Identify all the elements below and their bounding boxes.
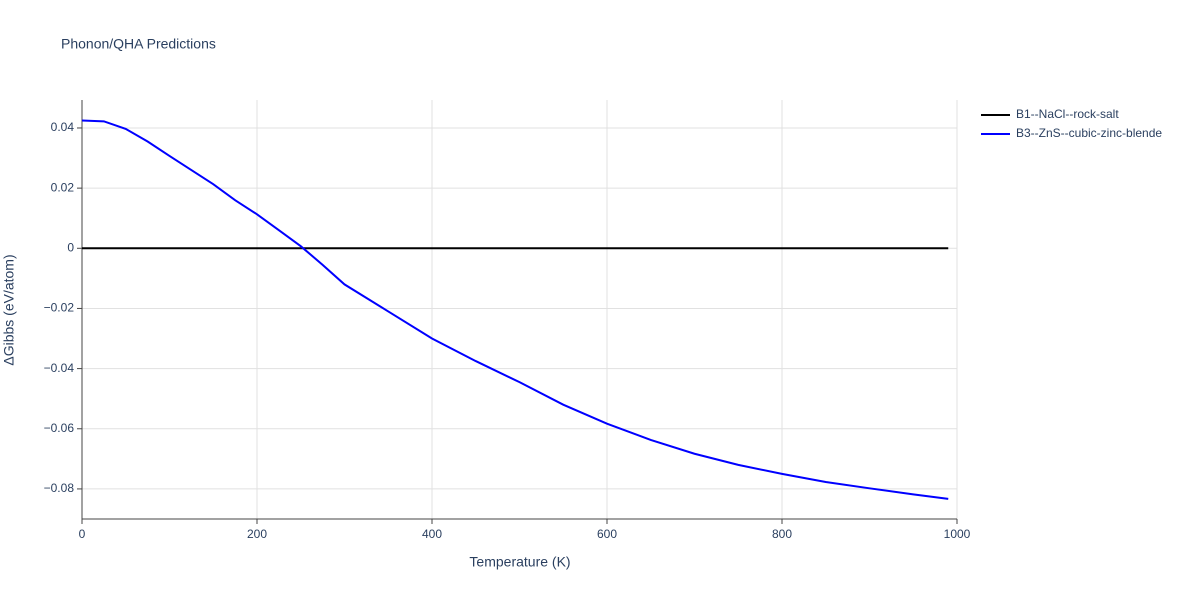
x-tick-label: 1000 [944,527,971,541]
y-tick-label: 0 [67,240,74,254]
chart-title: Phonon/QHA Predictions [61,36,216,52]
legend-label: B3--ZnS--cubic-zinc-blende [1016,126,1162,140]
x-tick-label: 800 [772,527,792,541]
y-axis-label: ΔGibbs (eV/atom) [1,254,17,365]
legend-label: B1--NaCl--rock-salt [1016,107,1119,121]
x-axis-label: Temperature (K) [469,554,570,570]
y-tick-label: 0.02 [51,180,75,194]
series-line [81,119,949,500]
x-tick-label: 600 [597,527,617,541]
y-tick-label: −0.04 [44,361,75,375]
x-tick-label: 400 [422,527,442,541]
y-tick-label: −0.02 [44,301,75,315]
x-tick-label: 0 [79,527,86,541]
y-tick-label: 0.04 [51,120,75,134]
y-tick-label: −0.06 [44,421,75,435]
x-tick-label: 200 [247,527,267,541]
y-tick-label: −0.08 [44,481,75,495]
